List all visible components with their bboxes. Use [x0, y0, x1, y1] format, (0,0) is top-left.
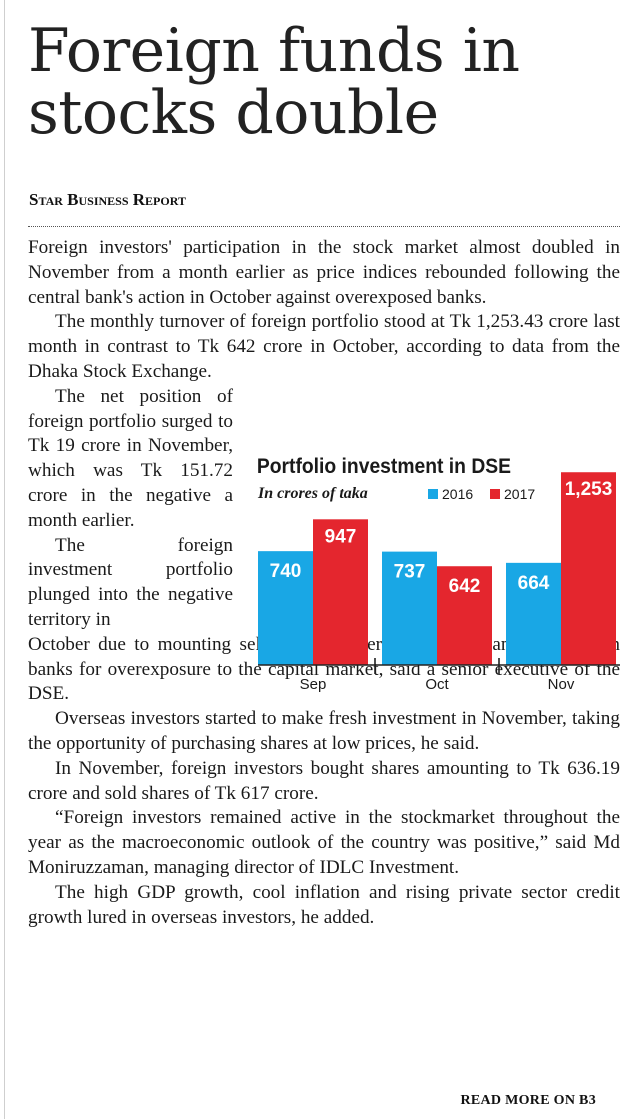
- data-label-2017-sep: 947: [325, 526, 357, 547]
- paragraph: Foreign investors' participation in the …: [28, 237, 620, 308]
- tick-label-nov: Nov: [548, 676, 575, 693]
- data-label-2017-nov: 1,253: [565, 479, 613, 500]
- tick-label-oct: Oct: [425, 676, 449, 693]
- paragraph: The monthly turnover of foreign portfoli…: [28, 311, 620, 382]
- data-label-2016-sep: 740: [270, 561, 302, 582]
- paragraph: The high GDP growth, cool inflation and …: [28, 881, 620, 928]
- legend-label-2017: 2017: [504, 486, 535, 502]
- bar-2017-nov: [561, 472, 616, 665]
- data-label-2017-oct: 642: [449, 576, 481, 597]
- dotted-divider: [28, 226, 620, 227]
- bar-2016-nov: [506, 562, 561, 665]
- legend-swatch-2017: [490, 489, 500, 499]
- legend-label-2016: 2016: [442, 486, 473, 502]
- bar-2017-oct: [437, 566, 492, 665]
- chart-subtitle: In crores of taka: [257, 485, 368, 502]
- ticks-group: Sep Oct Nov: [300, 658, 575, 693]
- data-label-2016-nov: 664: [518, 573, 550, 594]
- chart-canvas: Portfolio investment in DSE In crores of…: [257, 455, 620, 693]
- paragraph: Overseas investors started to make fresh…: [28, 708, 620, 754]
- bar-2017-sep: [313, 519, 368, 665]
- portfolio-chart: Portfolio investment in DSE In crores of…: [244, 445, 620, 713]
- paragraph: In November, foreign investors bought sh…: [28, 757, 620, 804]
- column-rule: [4, 0, 5, 1119]
- paragraph: The net position of foreign portfolio su…: [28, 385, 233, 531]
- bar-2016-sep: [258, 551, 313, 665]
- byline: Star Business Report: [29, 190, 186, 209]
- paragraph: The foreign investment portfolio plunged…: [28, 534, 233, 630]
- tick-label-sep: Sep: [300, 676, 327, 693]
- bars-group: 740 947 737 642 664 1,253: [258, 472, 616, 665]
- paragraph: “Foreign investors remained active in th…: [28, 807, 620, 878]
- data-label-2016-oct: 737: [394, 562, 426, 583]
- read-more-link[interactable]: READ MORE ON B3: [460, 1093, 596, 1108]
- article-body: Foreign investors' participation in the …: [28, 236, 620, 930]
- chart-title: Portfolio investment in DSE: [257, 455, 511, 478]
- legend-swatch-2016: [428, 489, 438, 499]
- bar-2016-oct: [382, 551, 437, 665]
- headline: Foreign funds in stocks double: [28, 16, 520, 148]
